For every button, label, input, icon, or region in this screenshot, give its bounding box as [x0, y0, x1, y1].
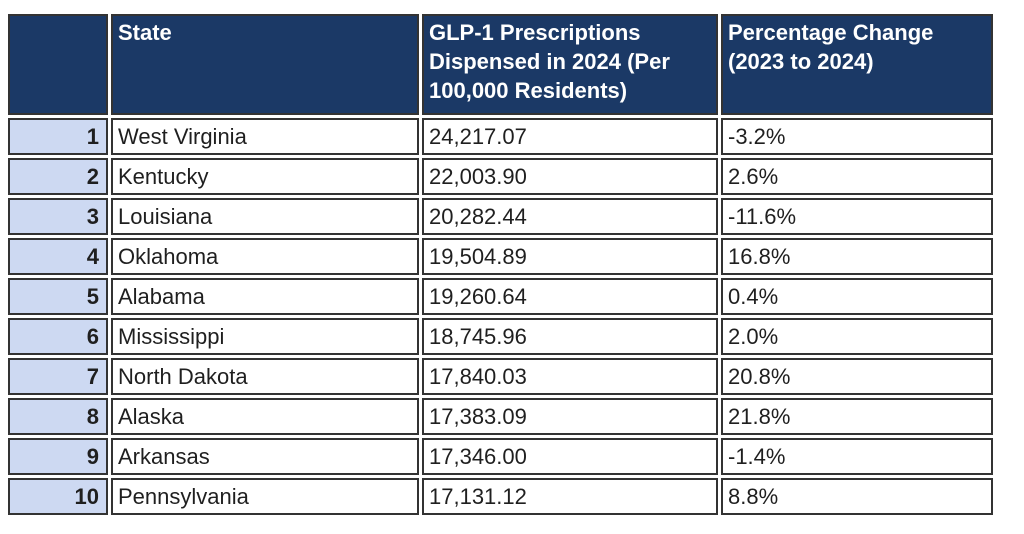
rank-cell: 3 [8, 198, 108, 235]
rank-cell: 1 [8, 118, 108, 155]
table-row: 5 Alabama 19,260.64 0.4% [8, 278, 993, 315]
header-row: State GLP-1 Prescriptions Dispensed in 2… [8, 14, 993, 115]
state-cell: North Dakota [111, 358, 419, 395]
change-cell: 2.0% [721, 318, 993, 355]
column-header-state: State [111, 14, 419, 115]
table-row: 2 Kentucky 22,003.90 2.6% [8, 158, 993, 195]
state-cell: Alaska [111, 398, 419, 435]
change-cell: 0.4% [721, 278, 993, 315]
rank-cell: 6 [8, 318, 108, 355]
value-cell: 17,840.03 [422, 358, 718, 395]
rank-cell: 5 [8, 278, 108, 315]
state-cell: Arkansas [111, 438, 419, 475]
table-row: 9 Arkansas 17,346.00 -1.4% [8, 438, 993, 475]
table-row: 1 West Virginia 24,217.07 -3.2% [8, 118, 993, 155]
change-cell: 21.8% [721, 398, 993, 435]
rank-cell: 10 [8, 478, 108, 515]
value-cell: 17,131.12 [422, 478, 718, 515]
value-cell: 19,260.64 [422, 278, 718, 315]
state-cell: Kentucky [111, 158, 419, 195]
table-row: 6 Mississippi 18,745.96 2.0% [8, 318, 993, 355]
rank-cell: 7 [8, 358, 108, 395]
state-cell: Louisiana [111, 198, 419, 235]
change-cell: -11.6% [721, 198, 993, 235]
rank-cell: 4 [8, 238, 108, 275]
state-cell: West Virginia [111, 118, 419, 155]
value-cell: 19,504.89 [422, 238, 718, 275]
change-cell: -1.4% [721, 438, 993, 475]
column-header-change: Percentage Change (2023 to 2024) [721, 14, 993, 115]
change-cell: 8.8% [721, 478, 993, 515]
change-cell: 20.8% [721, 358, 993, 395]
table-row: 10 Pennsylvania 17,131.12 8.8% [8, 478, 993, 515]
state-cell: Pennsylvania [111, 478, 419, 515]
table-row: 8 Alaska 17,383.09 21.8% [8, 398, 993, 435]
table-header: State GLP-1 Prescriptions Dispensed in 2… [8, 14, 993, 115]
change-cell: 2.6% [721, 158, 993, 195]
table-row: 4 Oklahoma 19,504.89 16.8% [8, 238, 993, 275]
table-body: 1 West Virginia 24,217.07 -3.2% 2 Kentuc… [8, 118, 993, 515]
column-header-rank [8, 14, 108, 115]
value-cell: 22,003.90 [422, 158, 718, 195]
value-cell: 24,217.07 [422, 118, 718, 155]
value-cell: 17,346.00 [422, 438, 718, 475]
value-cell: 17,383.09 [422, 398, 718, 435]
table-row: 7 North Dakota 17,840.03 20.8% [8, 358, 993, 395]
rank-cell: 2 [8, 158, 108, 195]
change-cell: -3.2% [721, 118, 993, 155]
rank-cell: 8 [8, 398, 108, 435]
state-cell: Alabama [111, 278, 419, 315]
change-cell: 16.8% [721, 238, 993, 275]
state-cell: Oklahoma [111, 238, 419, 275]
table-row: 3 Louisiana 20,282.44 -11.6% [8, 198, 993, 235]
column-header-value: GLP-1 Prescriptions Dispensed in 2024 (P… [422, 14, 718, 115]
glp1-prescriptions-table: State GLP-1 Prescriptions Dispensed in 2… [5, 11, 996, 518]
state-cell: Mississippi [111, 318, 419, 355]
value-cell: 18,745.96 [422, 318, 718, 355]
rank-cell: 9 [8, 438, 108, 475]
value-cell: 20,282.44 [422, 198, 718, 235]
